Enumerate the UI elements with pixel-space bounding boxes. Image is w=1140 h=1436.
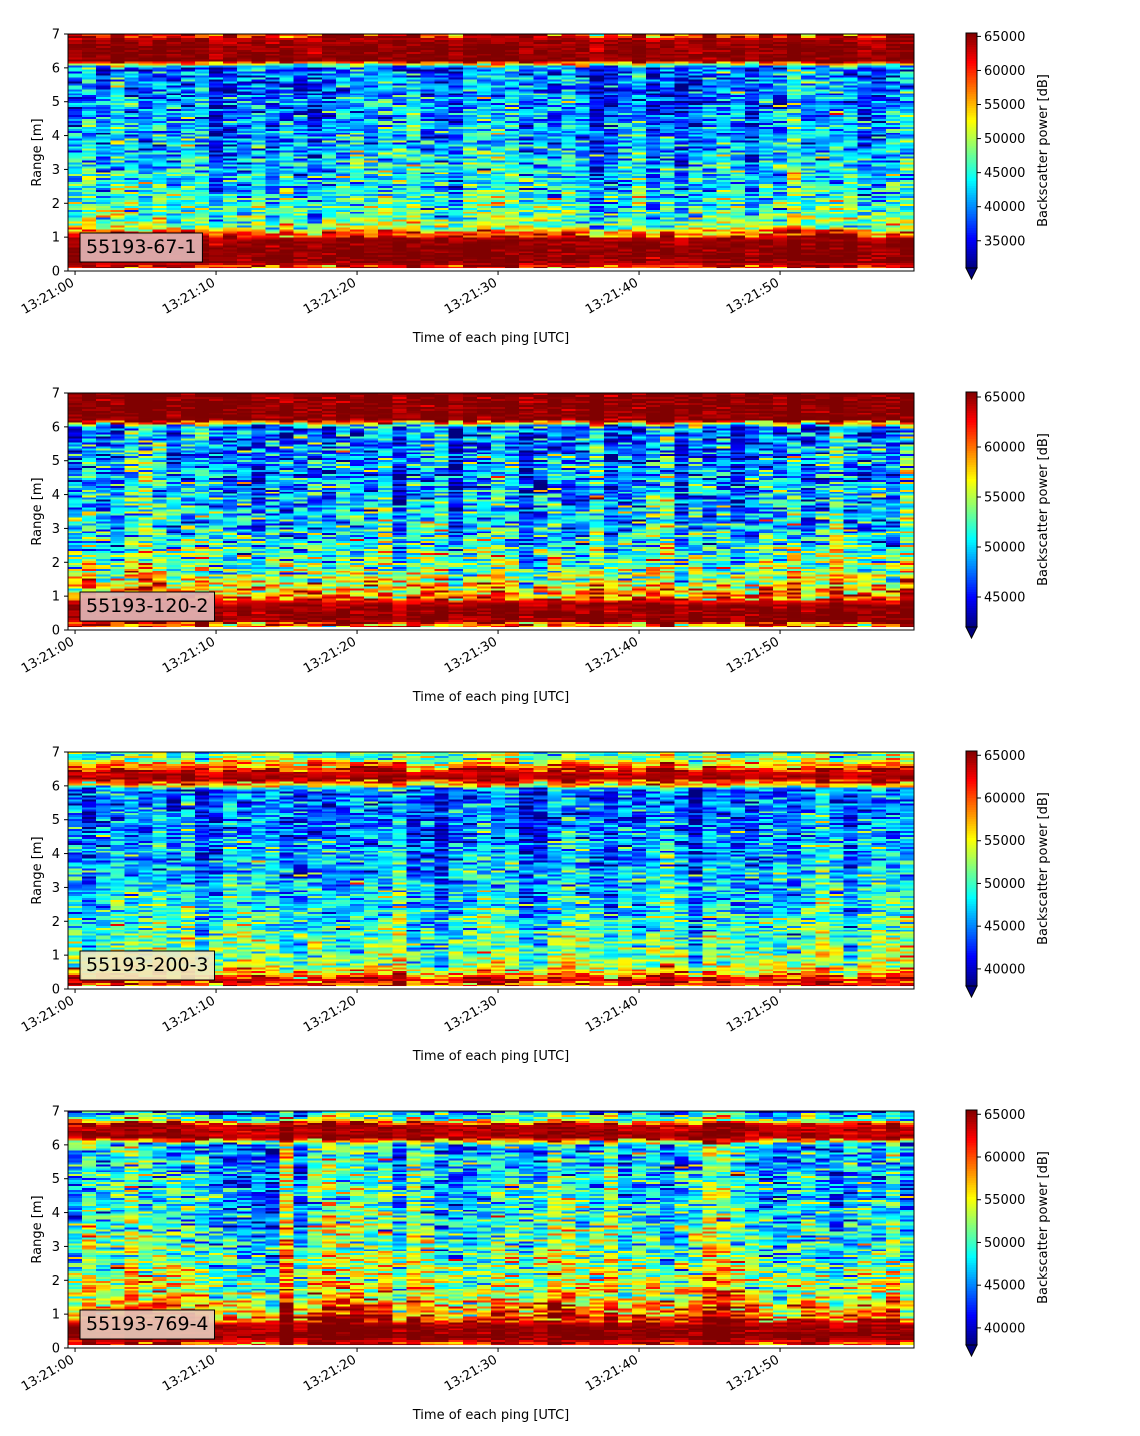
- panel-1: 0123456713:21:00 13:21:10 13:21:20 13:21:30…: [19, 28, 1051, 347]
